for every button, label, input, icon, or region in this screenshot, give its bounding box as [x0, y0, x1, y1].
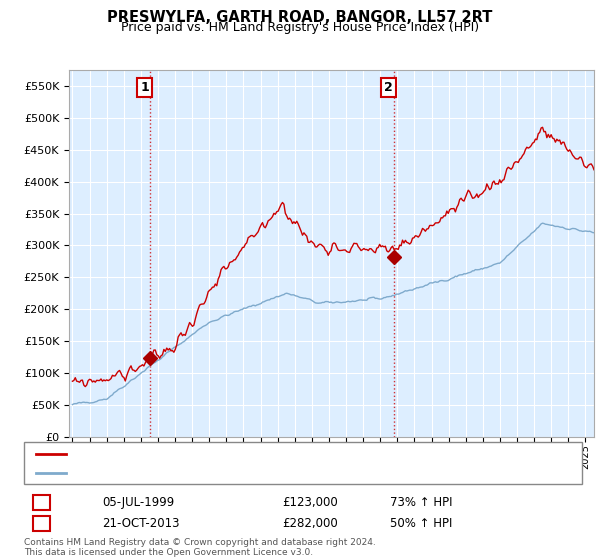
Text: HPI: Average price, detached house, Gwynedd: HPI: Average price, detached house, Gwyn… — [75, 468, 334, 478]
Text: 21-OCT-2013: 21-OCT-2013 — [102, 517, 179, 530]
Text: £282,000: £282,000 — [282, 517, 338, 530]
Text: 50% ↑ HPI: 50% ↑ HPI — [390, 517, 452, 530]
Text: Contains HM Land Registry data © Crown copyright and database right 2024.
This d: Contains HM Land Registry data © Crown c… — [24, 538, 376, 557]
Text: PRESWYLFA, GARTH ROAD, BANGOR, LL57 2RT: PRESWYLFA, GARTH ROAD, BANGOR, LL57 2RT — [107, 10, 493, 25]
Text: 05-JUL-1999: 05-JUL-1999 — [102, 496, 174, 509]
Text: £123,000: £123,000 — [282, 496, 338, 509]
Text: 1: 1 — [140, 81, 149, 94]
Text: 1: 1 — [38, 496, 46, 509]
Text: PRESWYLFA, GARTH ROAD, BANGOR, LL57 2RT (detached house): PRESWYLFA, GARTH ROAD, BANGOR, LL57 2RT … — [75, 449, 437, 459]
Text: 73% ↑ HPI: 73% ↑ HPI — [390, 496, 452, 509]
Text: 2: 2 — [385, 81, 393, 94]
Text: Price paid vs. HM Land Registry's House Price Index (HPI): Price paid vs. HM Land Registry's House … — [121, 21, 479, 34]
Text: 2: 2 — [38, 517, 46, 530]
